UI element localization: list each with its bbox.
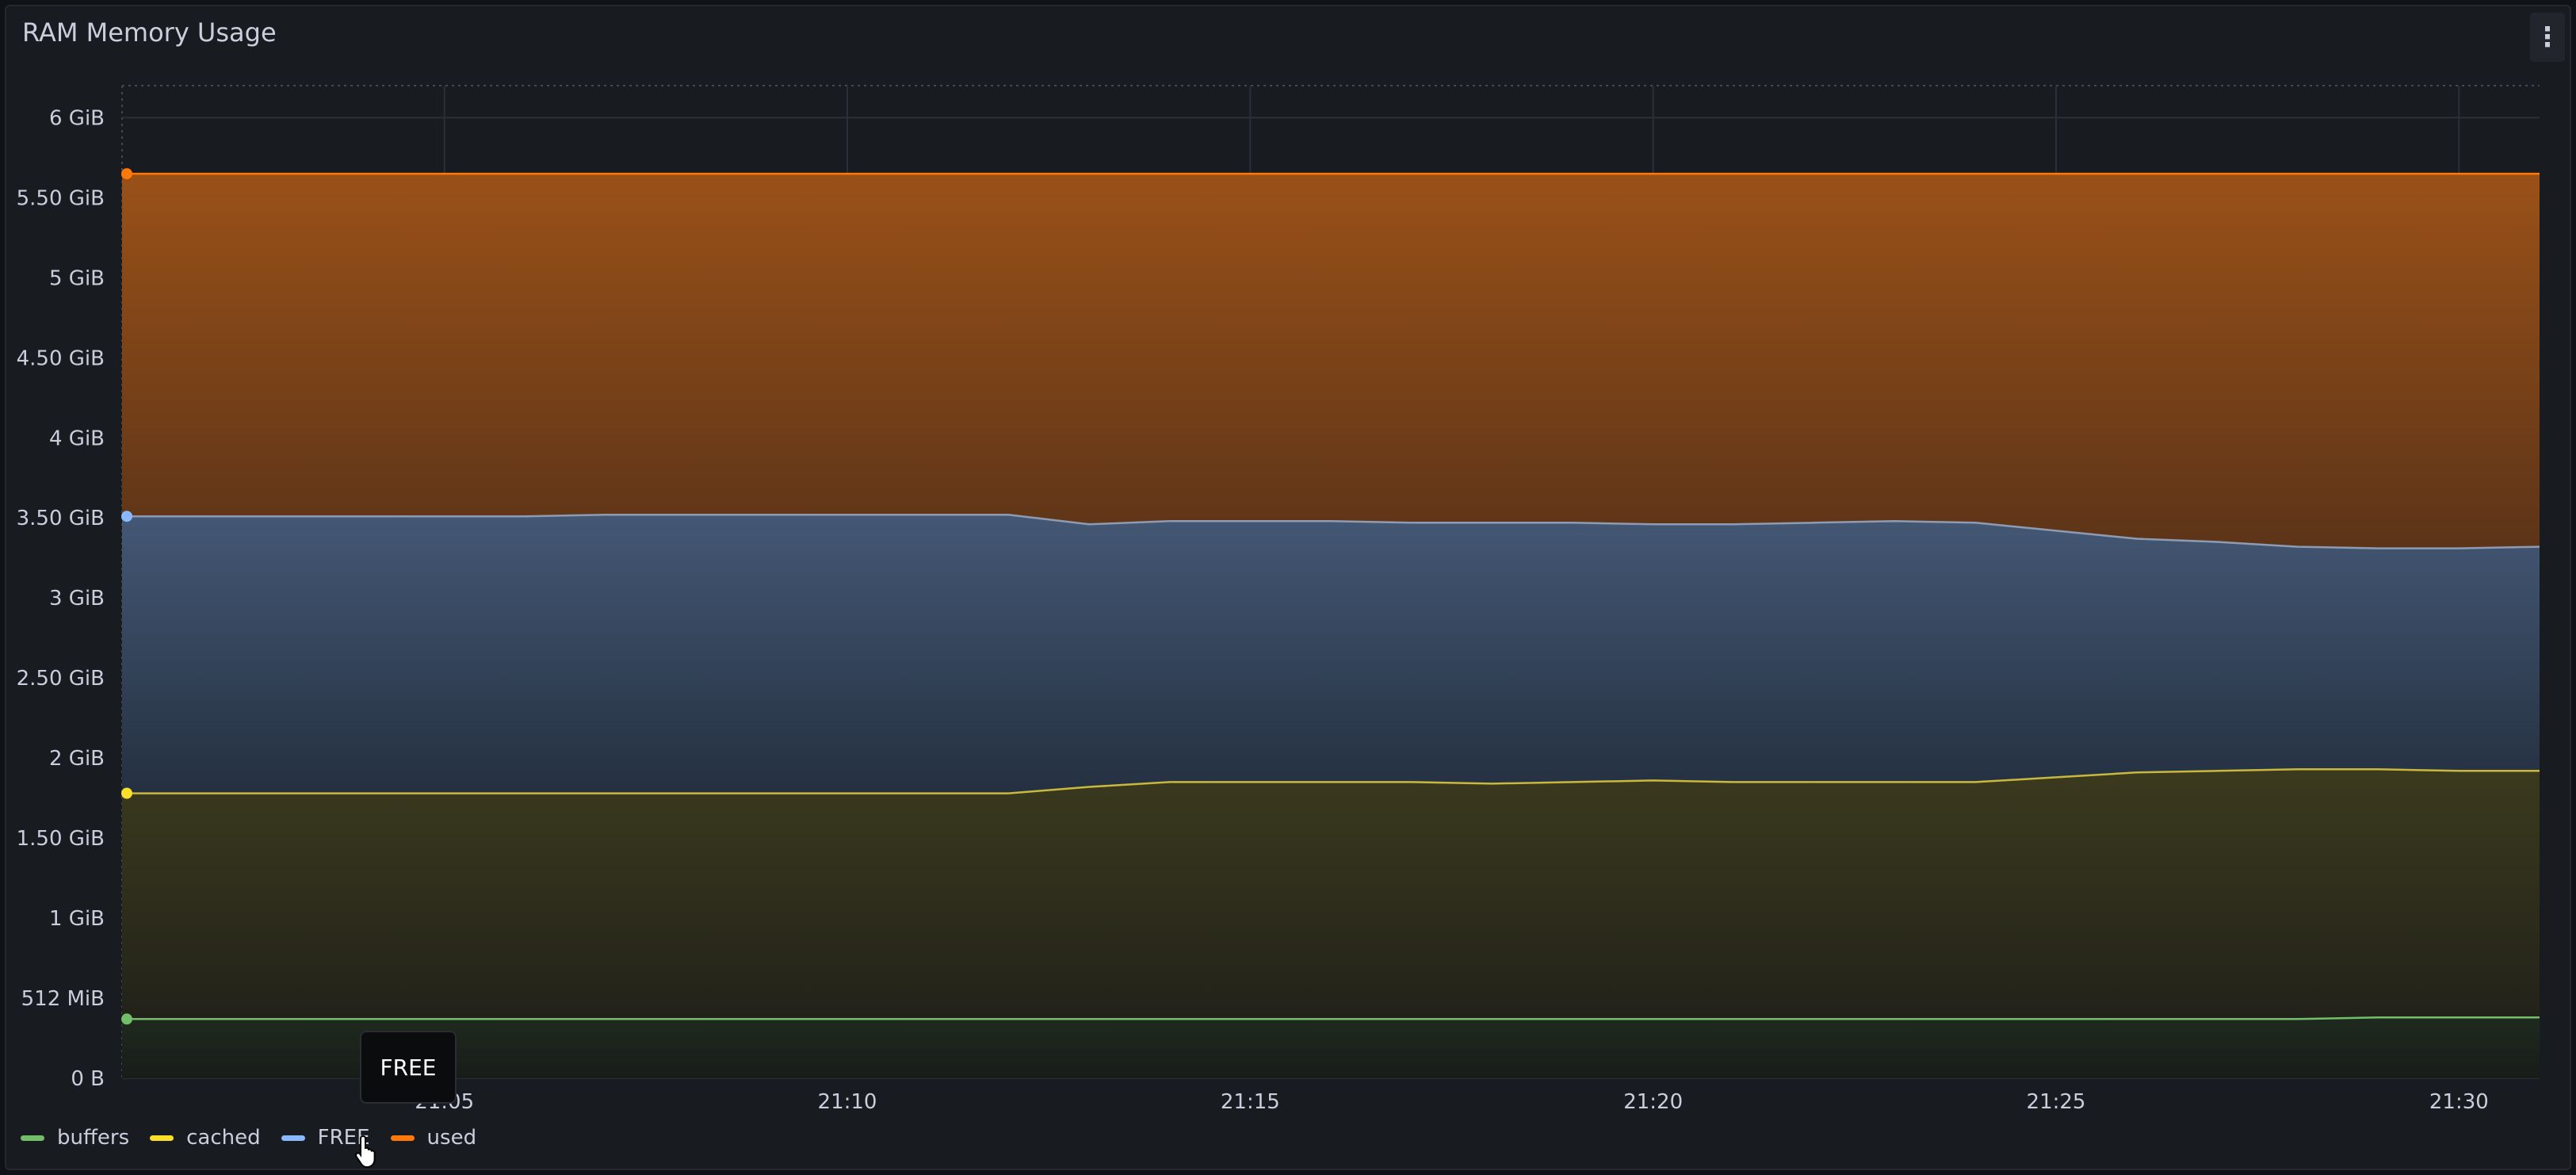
- legend-label-used: used: [426, 1126, 477, 1150]
- marker-free: [121, 511, 132, 522]
- y-tick-label: 512 MiB: [21, 987, 105, 1011]
- marker-buffers: [121, 1013, 132, 1025]
- line-free: [122, 513, 2540, 549]
- y-tick-label: 3.50 GiB: [17, 507, 105, 530]
- y-tick-label: 0 B: [71, 1067, 105, 1091]
- y-tick-label: 6 GiB: [49, 106, 105, 130]
- y-tick-label: 1 GiB: [49, 907, 105, 931]
- legend-swatch-used: [390, 1135, 415, 1141]
- y-tick-label: 2 GiB: [49, 747, 105, 771]
- legend-item-cached[interactable]: cached: [150, 1126, 261, 1150]
- y-tick-label: 1.50 GiB: [17, 827, 105, 851]
- chart-series-lines: [122, 172, 2540, 1020]
- legend-swatch-free: [281, 1135, 305, 1141]
- chart-areas: [122, 174, 2540, 1078]
- y-tick-label: 4 GiB: [49, 427, 105, 450]
- y-tick-label: 2.50 GiB: [17, 667, 105, 691]
- line-buffers: [122, 1016, 2540, 1020]
- legend-label-cached: cached: [186, 1126, 261, 1150]
- x-tick-label: 21:20: [1623, 1090, 1683, 1114]
- x-tick-label: 21:25: [2027, 1090, 2086, 1114]
- kebab-menu-icon: ⋮: [2534, 21, 2561, 53]
- area-buffers: [122, 1017, 2540, 1078]
- area-free: [122, 515, 2540, 794]
- marker-used: [121, 168, 132, 180]
- area-used: [122, 174, 2540, 549]
- hand-pointer-icon: [355, 1135, 376, 1168]
- panel-title: RAM Memory Usage: [22, 17, 277, 48]
- y-tick-label: 5 GiB: [49, 266, 105, 290]
- chart-start-markers: [121, 168, 132, 1025]
- chart-legend: buffers cached FREE used: [21, 1126, 476, 1150]
- x-tick-label: 21:15: [1221, 1090, 1280, 1114]
- legend-swatch-buffers: [21, 1135, 44, 1141]
- y-axis-tick-labels: 0 B 512 MiB 1 GiB 1.50 GiB 2 GiB 2.50 GiB 3 Gi…: [17, 106, 105, 1091]
- y-tick-label: 4.50 GiB: [17, 346, 105, 370]
- area-cached: [122, 769, 2540, 1020]
- legend-item-buffers[interactable]: buffers: [21, 1126, 129, 1150]
- marker-cached: [121, 787, 132, 799]
- legend-tooltip: FREE: [360, 1031, 457, 1104]
- x-tick-label: 21:30: [2429, 1090, 2489, 1114]
- line-cached: [122, 768, 2540, 794]
- y-tick-label: 3 GiB: [49, 587, 105, 610]
- legend-label-buffers: buffers: [57, 1126, 130, 1150]
- panel-menu-button[interactable]: ⋮: [2530, 13, 2565, 62]
- y-tick-label: 5.50 GiB: [17, 186, 105, 210]
- legend-item-used[interactable]: used: [390, 1126, 477, 1150]
- x-tick-label: 21:10: [818, 1090, 877, 1114]
- legend-swatch-cached: [150, 1135, 174, 1141]
